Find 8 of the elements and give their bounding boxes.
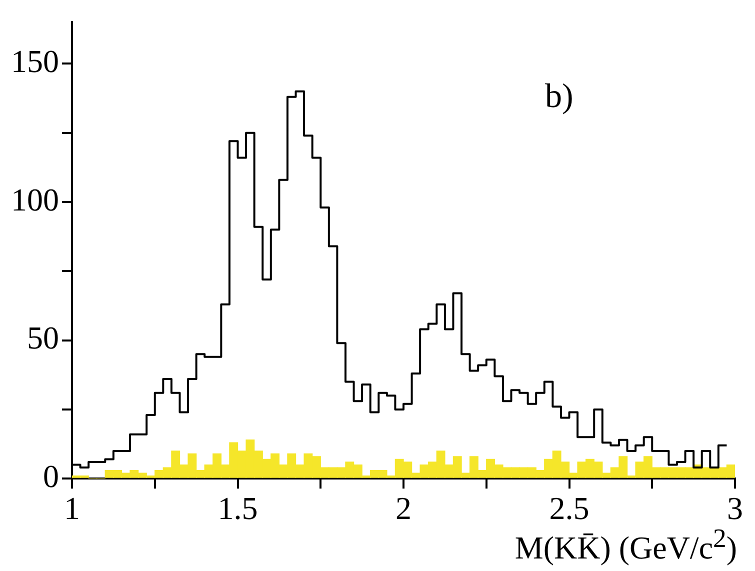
x-tick-label: 2 [396,490,412,526]
y-tick-label: 100 [11,181,59,218]
x-tick-label: 1 [64,490,80,526]
y-tick-label: 150 [11,43,59,80]
y-tick-label: 0 [43,458,59,494]
x-tick-label: 1.5 [218,490,258,526]
y-tick-label: 50 [27,320,59,356]
annotation: b) [545,78,574,116]
